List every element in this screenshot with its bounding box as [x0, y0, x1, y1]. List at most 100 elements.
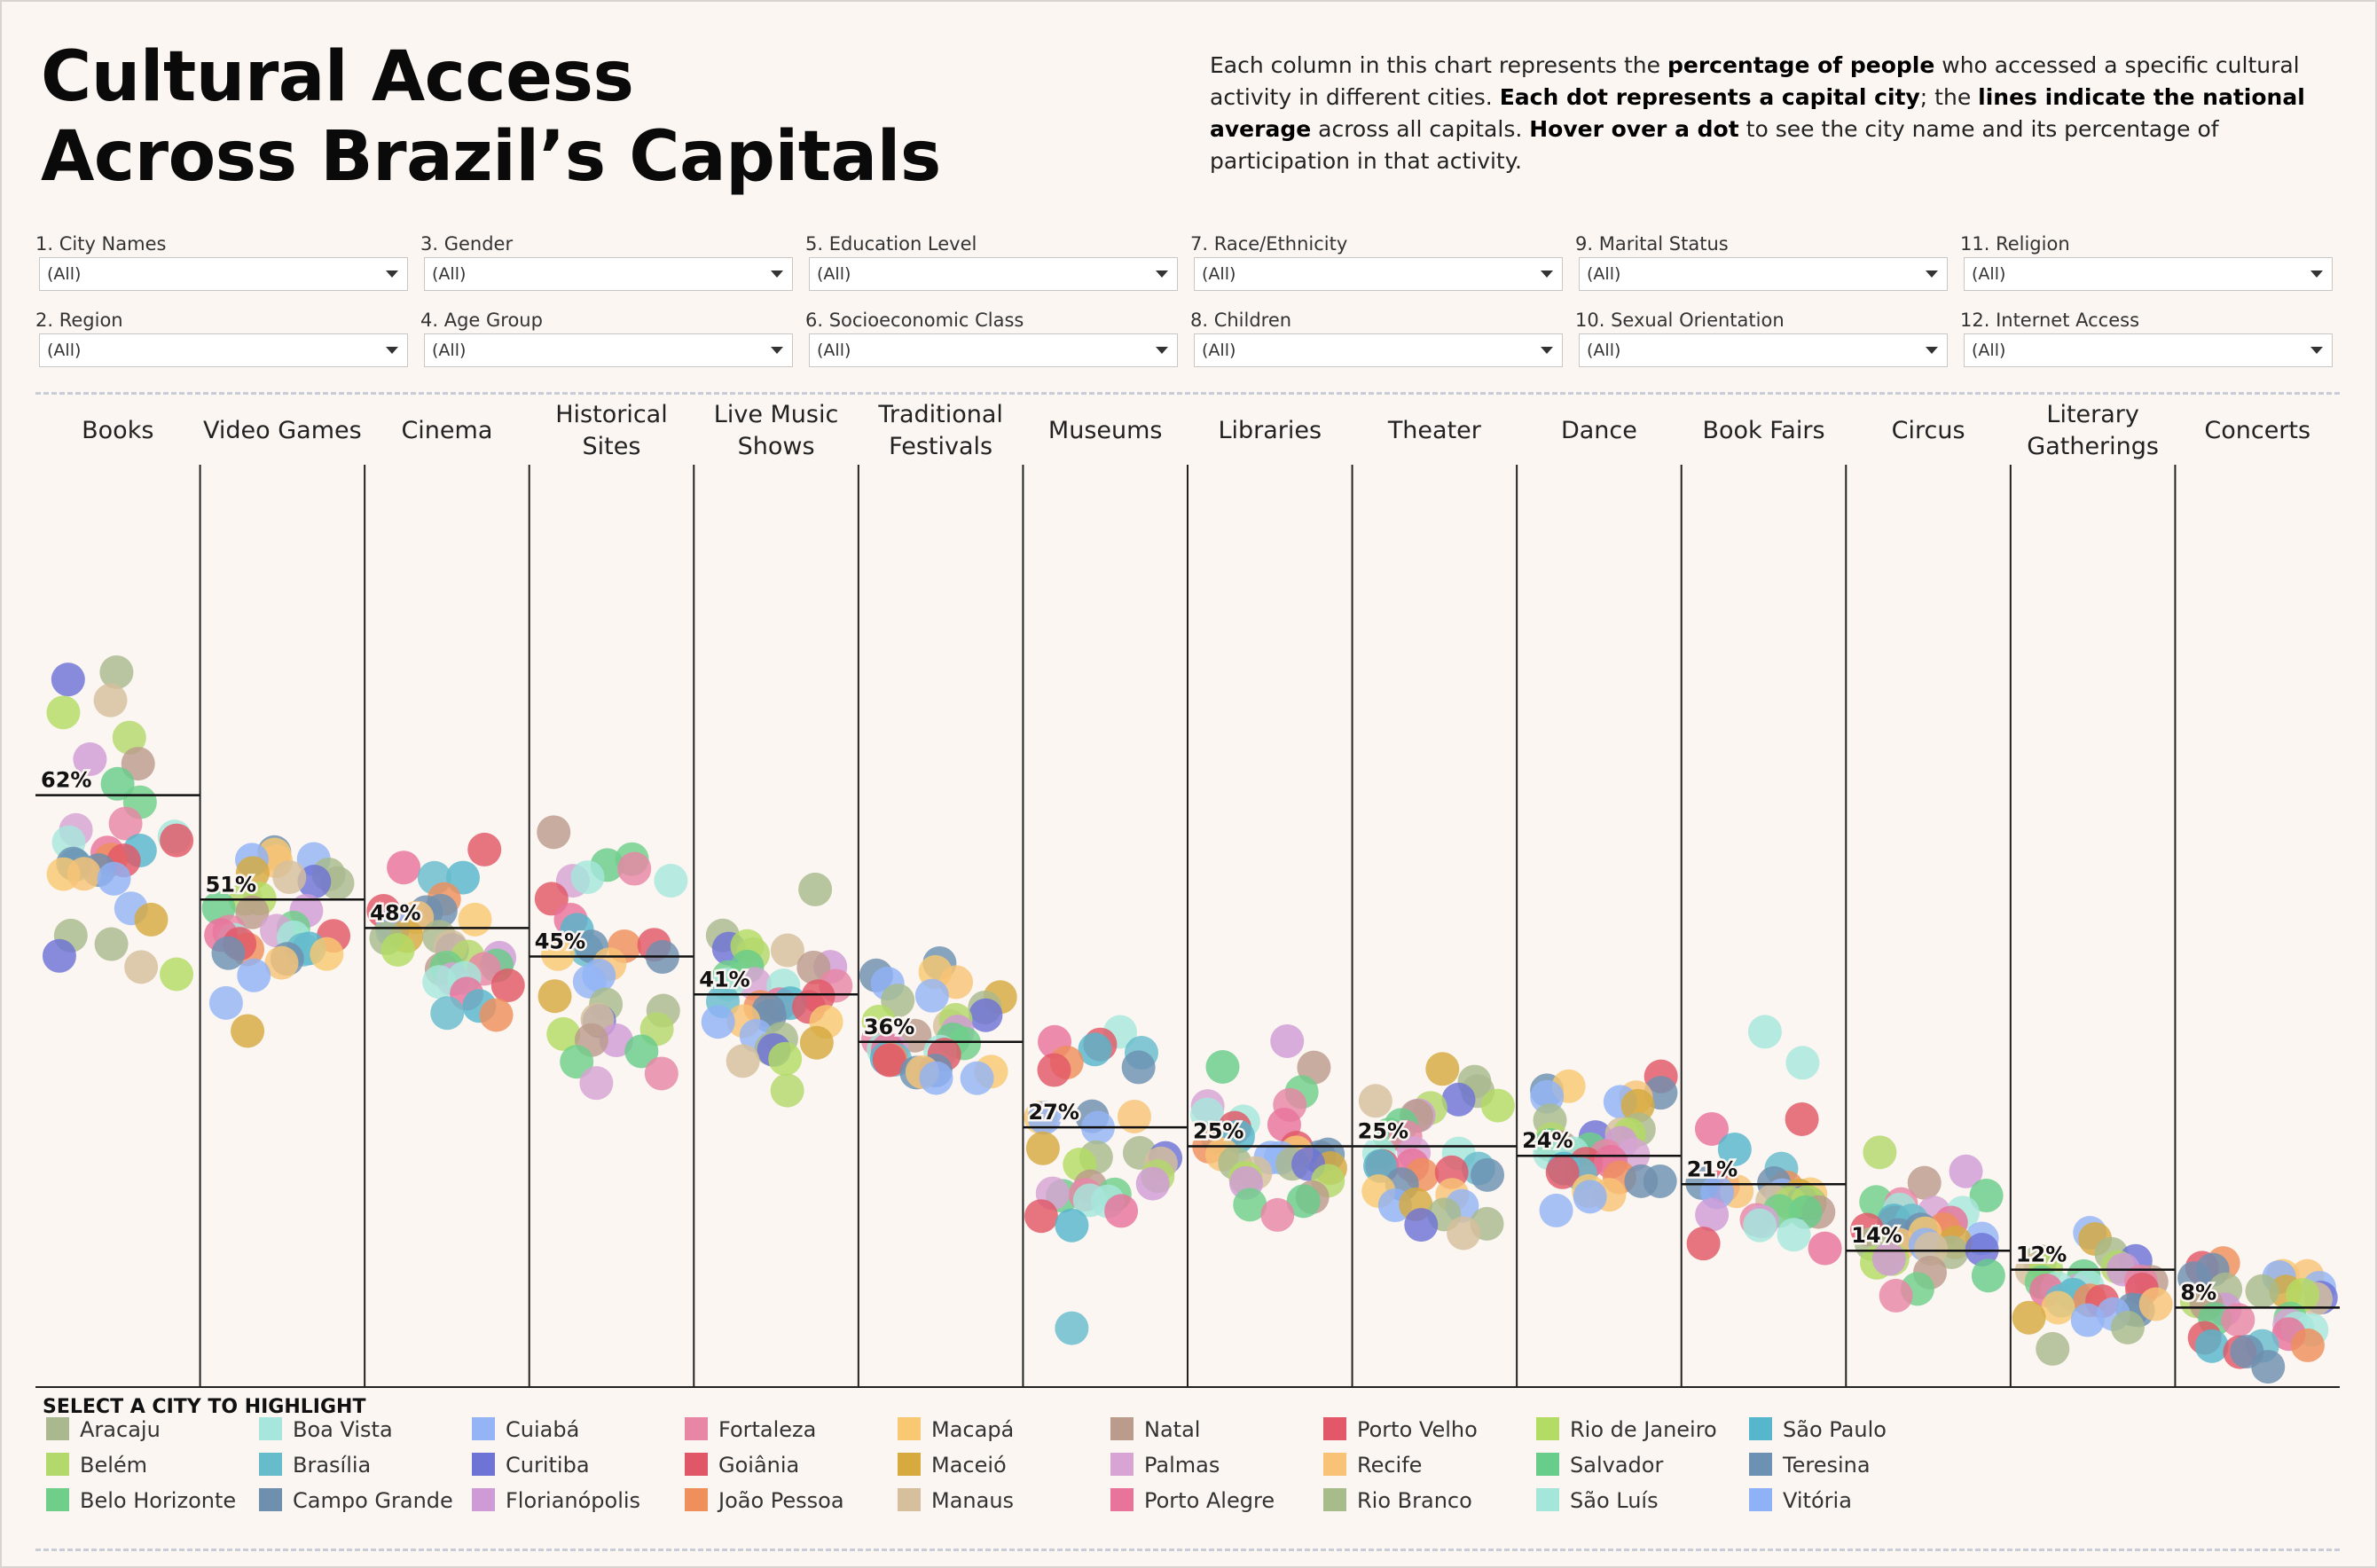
city-dot[interactable]: São Paulo: 25%: [1717, 1132, 1752, 1166]
city-dot[interactable]: Porto Alegre: 18%: [1104, 1194, 1139, 1228]
chevron-down-icon[interactable]: [1537, 258, 1557, 290]
legend-item[interactable]: São Luís: [1536, 1486, 1659, 1515]
city-dot[interactable]: Maceió: 7%: [2012, 1300, 2046, 1335]
city-dot[interactable]: Maceió: 41%: [537, 979, 572, 1014]
city-dot[interactable]: Manaus: 30%: [1358, 1084, 1392, 1118]
city-dot[interactable]: Fortaleza: 9%: [1879, 1278, 1913, 1313]
city-dot[interactable]: Natal: 44%: [796, 950, 831, 984]
city-dot[interactable]: Recife: 44%: [264, 945, 299, 980]
city-dot[interactable]: Salvador: 33%: [1205, 1050, 1240, 1085]
city-dot[interactable]: Manaus: 46%: [770, 933, 804, 968]
filter-dropdown[interactable]: (All): [1194, 257, 1563, 291]
legend-item[interactable]: Brasília: [259, 1451, 371, 1479]
chevron-down-icon[interactable]: [1922, 258, 1942, 290]
city-dot[interactable]: Vitória: 7%: [2070, 1303, 2105, 1337]
city-dot[interactable]: Goiânia: 42%: [490, 968, 525, 1003]
city-dot[interactable]: Recife: 8%: [2138, 1287, 2173, 1321]
legend-item[interactable]: Fortaleza: [685, 1415, 816, 1444]
city-dot[interactable]: Florianópolis: 18%: [1695, 1197, 1730, 1232]
city-dot[interactable]: Macapá: 45%: [310, 937, 344, 971]
chevron-down-icon[interactable]: [767, 258, 787, 290]
city-dot[interactable]: Porto Alegre: 27%: [1694, 1111, 1729, 1146]
legend-item[interactable]: Salvador: [1536, 1451, 1663, 1479]
legend-item[interactable]: Curitiba: [472, 1451, 590, 1479]
filter-dropdown[interactable]: (All): [809, 333, 1178, 367]
chevron-down-icon[interactable]: [1922, 334, 1942, 366]
city-dot[interactable]: Belo Horizonte: 34%: [560, 1045, 594, 1079]
city-dot[interactable]: São Luís: 17%: [1743, 1208, 1777, 1243]
city-dot[interactable]: Manaus: 53%: [272, 860, 307, 895]
city-dot[interactable]: Belo Horizonte: 19%: [1233, 1188, 1267, 1222]
city-dot[interactable]: Brasília: 39%: [430, 996, 465, 1031]
city-dot[interactable]: Maceió: 37%: [231, 1014, 265, 1048]
city-dot[interactable]: Fortaleza: 33%: [644, 1056, 679, 1091]
city-dot[interactable]: Natal: 58%: [537, 815, 571, 850]
city-dot[interactable]: Rio de Janeiro: 43%: [160, 957, 194, 992]
city-dot[interactable]: Florianópolis: 22%: [1949, 1154, 1983, 1188]
filter-dropdown[interactable]: (All): [39, 257, 408, 291]
legend-item[interactable]: Aracaju: [46, 1415, 161, 1444]
city-dot[interactable]: Teresina: 33%: [1121, 1050, 1156, 1085]
city-dot[interactable]: Porto Alegre: 14%: [1808, 1231, 1842, 1266]
legend-item[interactable]: Florianópolis: [472, 1486, 640, 1515]
city-dot[interactable]: Manaus: 16%: [1447, 1216, 1481, 1250]
city-dot[interactable]: Salvador: 35%: [624, 1034, 659, 1069]
city-dot[interactable]: Aracaju: 75%: [99, 655, 134, 689]
legend-item[interactable]: Natal: [1110, 1415, 1200, 1444]
city-dot[interactable]: Rio Branco: 10%: [2245, 1274, 2279, 1308]
city-dot[interactable]: Natal: 50%: [235, 895, 270, 929]
chevron-down-icon[interactable]: [382, 334, 402, 366]
city-dot[interactable]: Maceió: 29%: [1620, 1088, 1655, 1123]
legend-item[interactable]: Belém: [46, 1451, 147, 1479]
legend-item[interactable]: São Paulo: [1749, 1415, 1887, 1444]
legend-item[interactable]: Teresina: [1749, 1451, 1871, 1479]
city-dot[interactable]: São Paulo: 4%: [2194, 1329, 2229, 1363]
city-dot[interactable]: São Paulo: 17%: [1055, 1208, 1089, 1243]
city-dot[interactable]: Vitória: 38%: [701, 1005, 735, 1039]
city-dot[interactable]: Florianópolis: 36%: [599, 1023, 633, 1058]
city-dot[interactable]: Palmas: 32%: [579, 1066, 614, 1101]
city-dot[interactable]: Rio de Janeiro: 29%: [1480, 1088, 1515, 1123]
legend-item[interactable]: Belo Horizonte: [46, 1486, 236, 1515]
city-dot[interactable]: Rio de Janeiro: 46%: [380, 932, 415, 967]
city-dot[interactable]: Goiânia: 57%: [160, 823, 194, 858]
city-dot[interactable]: Porto Alegre: 54%: [387, 851, 421, 885]
city-dot[interactable]: Recife: 54%: [67, 857, 101, 891]
city-dot[interactable]: Boa Vista: 42%: [422, 965, 457, 1000]
city-dot[interactable]: Rio Branco: 6%: [2110, 1310, 2145, 1345]
legend-item[interactable]: Rio de Janeiro: [1536, 1415, 1717, 1444]
city-dot[interactable]: Curitiba: 53%: [297, 865, 332, 899]
city-dot[interactable]: Cuiabá: 40%: [208, 985, 243, 1020]
city-dot[interactable]: Boa Vista: 53%: [654, 864, 688, 898]
chevron-down-icon[interactable]: [2307, 258, 2326, 290]
filter-dropdown[interactable]: (All): [424, 257, 793, 291]
city-dot[interactable]: Boa Vista: 34%: [1785, 1046, 1820, 1080]
legend-item[interactable]: Porto Velho: [1323, 1415, 1478, 1444]
city-dot[interactable]: Porto Velho: 22%: [1545, 1155, 1580, 1189]
city-dot[interactable]: Maceió: 33%: [1425, 1052, 1460, 1086]
chevron-down-icon[interactable]: [1152, 334, 1172, 366]
city-dot[interactable]: Rio Branco: 52%: [798, 872, 833, 906]
city-dot[interactable]: Cuiabá: 32%: [960, 1061, 994, 1095]
filter-dropdown[interactable]: (All): [424, 333, 793, 367]
city-dot[interactable]: Rio de Janeiro: 37%: [546, 1016, 581, 1051]
city-dot[interactable]: Salvador: 11%: [1971, 1258, 2005, 1293]
legend-item[interactable]: Manaus: [898, 1486, 1014, 1515]
filter-dropdown[interactable]: (All): [1964, 257, 2333, 291]
city-dot[interactable]: Rio de Janeiro: 71%: [46, 695, 81, 730]
city-dot[interactable]: Maceió: 36%: [799, 1025, 834, 1060]
city-dot[interactable]: Manaus: 72%: [93, 683, 128, 717]
city-dot[interactable]: Campo Grande: 21%: [1624, 1164, 1659, 1198]
city-dot[interactable]: Curitiba: 39%: [969, 998, 1003, 1032]
filter-dropdown[interactable]: (All): [1579, 333, 1948, 367]
legend-item[interactable]: João Pessoa: [685, 1486, 844, 1515]
city-dot[interactable]: Recife: 28%: [1117, 1099, 1151, 1133]
city-dot[interactable]: Goiânia: 18%: [1024, 1199, 1058, 1234]
city-dot[interactable]: Florianópolis: 21%: [1135, 1166, 1170, 1201]
city-dot[interactable]: Curitiba: 45%: [42, 938, 76, 973]
city-dot[interactable]: Goiânia: 56%: [467, 832, 502, 866]
chevron-down-icon[interactable]: [2307, 334, 2326, 366]
city-dot[interactable]: Teresina: 22%: [1471, 1157, 1505, 1192]
city-dot[interactable]: Manaus: 14%: [1914, 1231, 1949, 1266]
city-dot[interactable]: Vitória: 20%: [1573, 1180, 1607, 1214]
